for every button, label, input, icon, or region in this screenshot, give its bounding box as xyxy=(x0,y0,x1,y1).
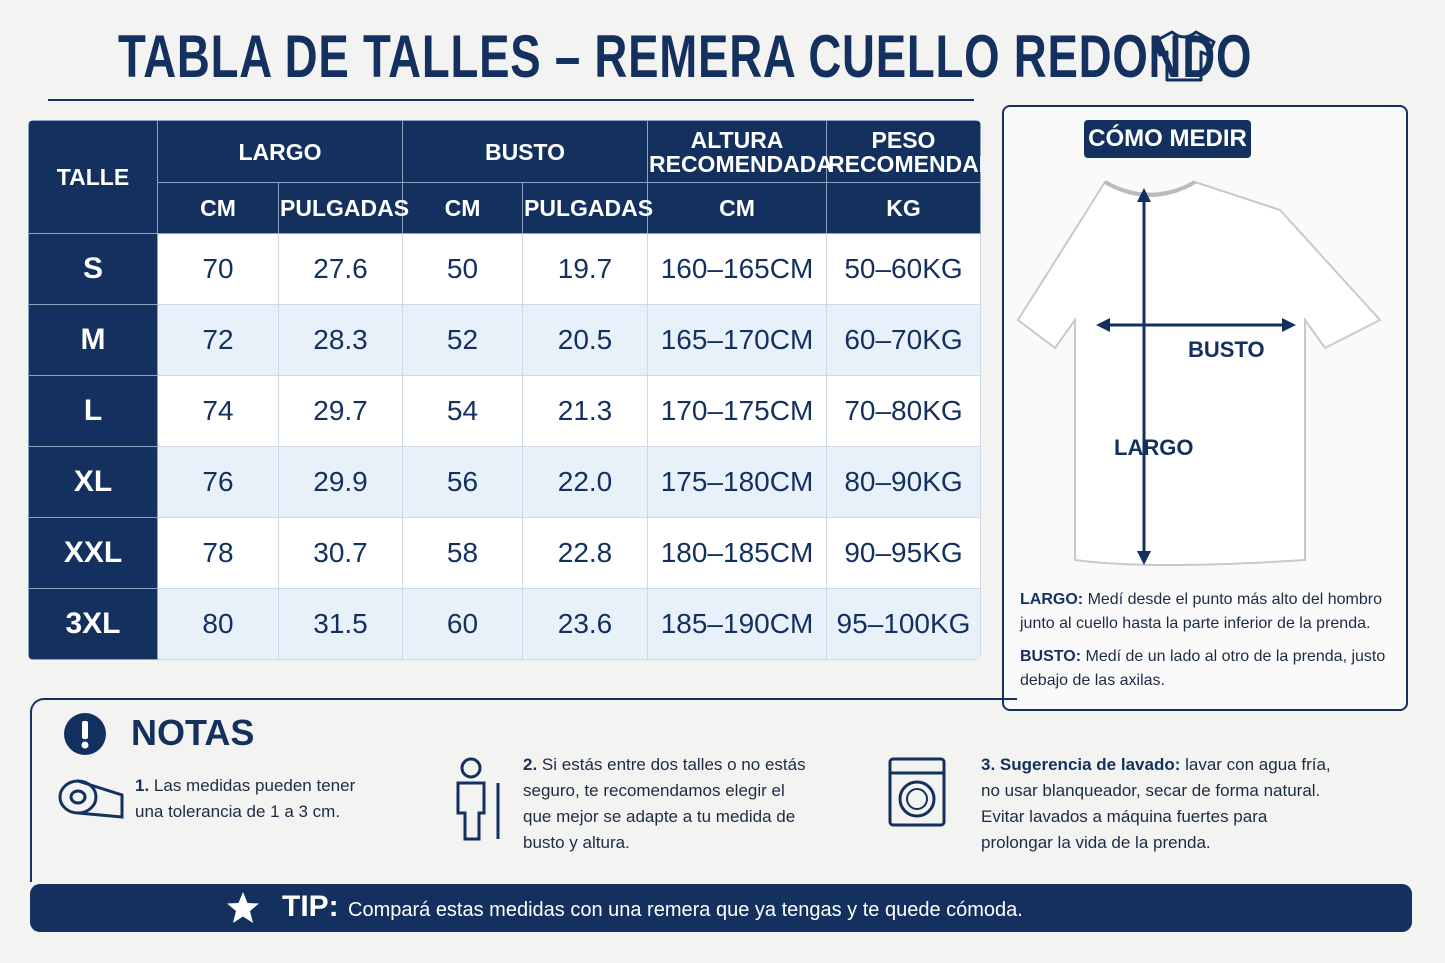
unit-cell: PULGADAS xyxy=(522,182,653,234)
note-number: 1. xyxy=(135,776,150,795)
table-cell: 29.7 xyxy=(278,375,403,447)
table-cell: 175–180CM xyxy=(647,446,827,518)
table-cell: 80–90KG xyxy=(826,446,981,518)
size-cell: XXL xyxy=(28,517,158,589)
instruction-term: BUSTO: xyxy=(1020,648,1082,665)
tshirt-diagram xyxy=(1016,180,1382,566)
table-cell: 74 xyxy=(157,375,279,447)
table-cell: 80 xyxy=(157,588,279,660)
washer-icon xyxy=(888,757,946,827)
unit-cell: CM xyxy=(402,182,523,234)
note-text: Las medidas pueden tener una tolerancia … xyxy=(135,776,356,821)
instruction: LARGO: Medí desde el punto más alto del … xyxy=(1020,588,1390,636)
size-cell: XL xyxy=(28,446,158,518)
person-icon xyxy=(456,757,500,841)
unit-cell: CM xyxy=(157,182,279,234)
note-text: lavar con agua fría, no usar blanqueador… xyxy=(981,755,1331,852)
notes-title: NOTAS xyxy=(131,712,255,753)
instruction: BUSTO: Medí de un lado al otro de la pre… xyxy=(1020,645,1390,693)
alert-icon xyxy=(64,713,106,755)
length-label: LARGO xyxy=(1114,435,1194,460)
table-row: M 72 28.3 52 20.5 165–170CM 60–70KG xyxy=(28,304,981,376)
note-number: 2. xyxy=(523,755,538,774)
unit-cell: CM xyxy=(647,182,827,234)
tape-icon xyxy=(58,779,124,819)
instruction-text: Medí desde el punto más alto del hombro … xyxy=(1020,591,1382,632)
header-cell: ALTURA RECOMENDADA xyxy=(647,120,833,183)
table-cell: 23.6 xyxy=(522,588,648,660)
unit-cell: KG xyxy=(826,182,981,234)
table-cell: 58 xyxy=(402,517,523,589)
tip-label: TIP: xyxy=(282,890,339,923)
table-cell: 70 xyxy=(157,233,279,305)
table-cell: 29.9 xyxy=(278,446,403,518)
unit-cell: PULGADAS xyxy=(278,182,409,234)
table-cell: 56 xyxy=(402,446,523,518)
table-cell: 78 xyxy=(157,517,279,589)
table-cell: 31.5 xyxy=(278,588,403,660)
panel-title: CÓMO MEDIR xyxy=(1084,120,1251,158)
note: 3. Sugerencia de lavado: lavar con agua … xyxy=(981,752,1341,856)
instruction-text: Medí de un lado al otro de la prenda, ju… xyxy=(1020,648,1386,689)
header-cell: BUSTO xyxy=(402,120,648,183)
table-cell: 180–185CM xyxy=(647,517,827,589)
table-cell: 19.7 xyxy=(522,233,648,305)
table-row: S 70 27.6 50 19.7 160–165CM 50–60KG xyxy=(28,233,981,305)
note: 2. Si estás entre dos talles o no estás … xyxy=(523,752,813,856)
table-cell: 185–190CM xyxy=(647,588,827,660)
table-cell: 28.3 xyxy=(278,304,403,376)
table-cell: 95–100KG xyxy=(826,588,981,660)
size-cell: M xyxy=(28,304,158,376)
note: 1. Las medidas pueden tener una toleranc… xyxy=(135,773,375,825)
table-row: 3XL 80 31.5 60 23.6 185–190CM 95–100KG xyxy=(28,588,981,660)
note-term: Sugerencia de lavado: xyxy=(999,755,1181,774)
tshirt-icon xyxy=(1152,30,1216,82)
tip-bar xyxy=(30,884,1412,932)
header-cell: TALLE xyxy=(28,120,158,234)
note-number: 3. xyxy=(981,755,996,774)
table-cell: 27.6 xyxy=(278,233,403,305)
size-cell: S xyxy=(28,233,158,305)
table-cell: 52 xyxy=(402,304,523,376)
size-cell: L xyxy=(28,375,158,447)
notes-box xyxy=(30,698,1017,882)
table-cell: 170–175CM xyxy=(647,375,827,447)
table-row: XXL 78 30.7 58 22.8 180–185CM 90–95KG xyxy=(28,517,981,589)
table-cell: 60 xyxy=(402,588,523,660)
table-cell: 54 xyxy=(402,375,523,447)
table-cell: 22.8 xyxy=(522,517,648,589)
size-cell: 3XL xyxy=(28,588,158,660)
table-cell: 72 xyxy=(157,304,279,376)
table-row: L 74 29.7 54 21.3 170–175CM 70–80KG xyxy=(28,375,981,447)
table-cell: 30.7 xyxy=(278,517,403,589)
bust-label: BUSTO xyxy=(1188,337,1265,362)
title: TABLA DE TALLES – REMERA CUELLO REDONDO xyxy=(118,23,1253,90)
tip-text: Compará estas medidas con una remera que… xyxy=(348,899,1023,921)
table-cell: 165–170CM xyxy=(647,304,827,376)
note-text: Si estás entre dos talles o no estás seg… xyxy=(523,755,806,852)
instruction-term: LARGO: xyxy=(1020,591,1084,608)
header-cell: PESO RECOMENDADO xyxy=(826,120,981,183)
star-icon xyxy=(227,892,259,923)
table-cell: 70–80KG xyxy=(826,375,981,447)
table-cell: 90–95KG xyxy=(826,517,981,589)
divider xyxy=(48,99,974,101)
table-cell: 20.5 xyxy=(522,304,648,376)
table-cell: 50–60KG xyxy=(826,233,981,305)
table-cell: 22.0 xyxy=(522,446,648,518)
table-row: XL 76 29.9 56 22.0 175–180CM 80–90KG xyxy=(28,446,981,518)
table-cell: 76 xyxy=(157,446,279,518)
table-cell: 60–70KG xyxy=(826,304,981,376)
table-cell: 21.3 xyxy=(522,375,648,447)
size-table: TALLE LARGO BUSTO ALTURA RECOMENDADA PESO RE… xyxy=(28,120,981,660)
table-cell: 50 xyxy=(402,233,523,305)
table-cell: 160–165CM xyxy=(647,233,827,305)
header-cell: LARGO xyxy=(157,120,403,183)
